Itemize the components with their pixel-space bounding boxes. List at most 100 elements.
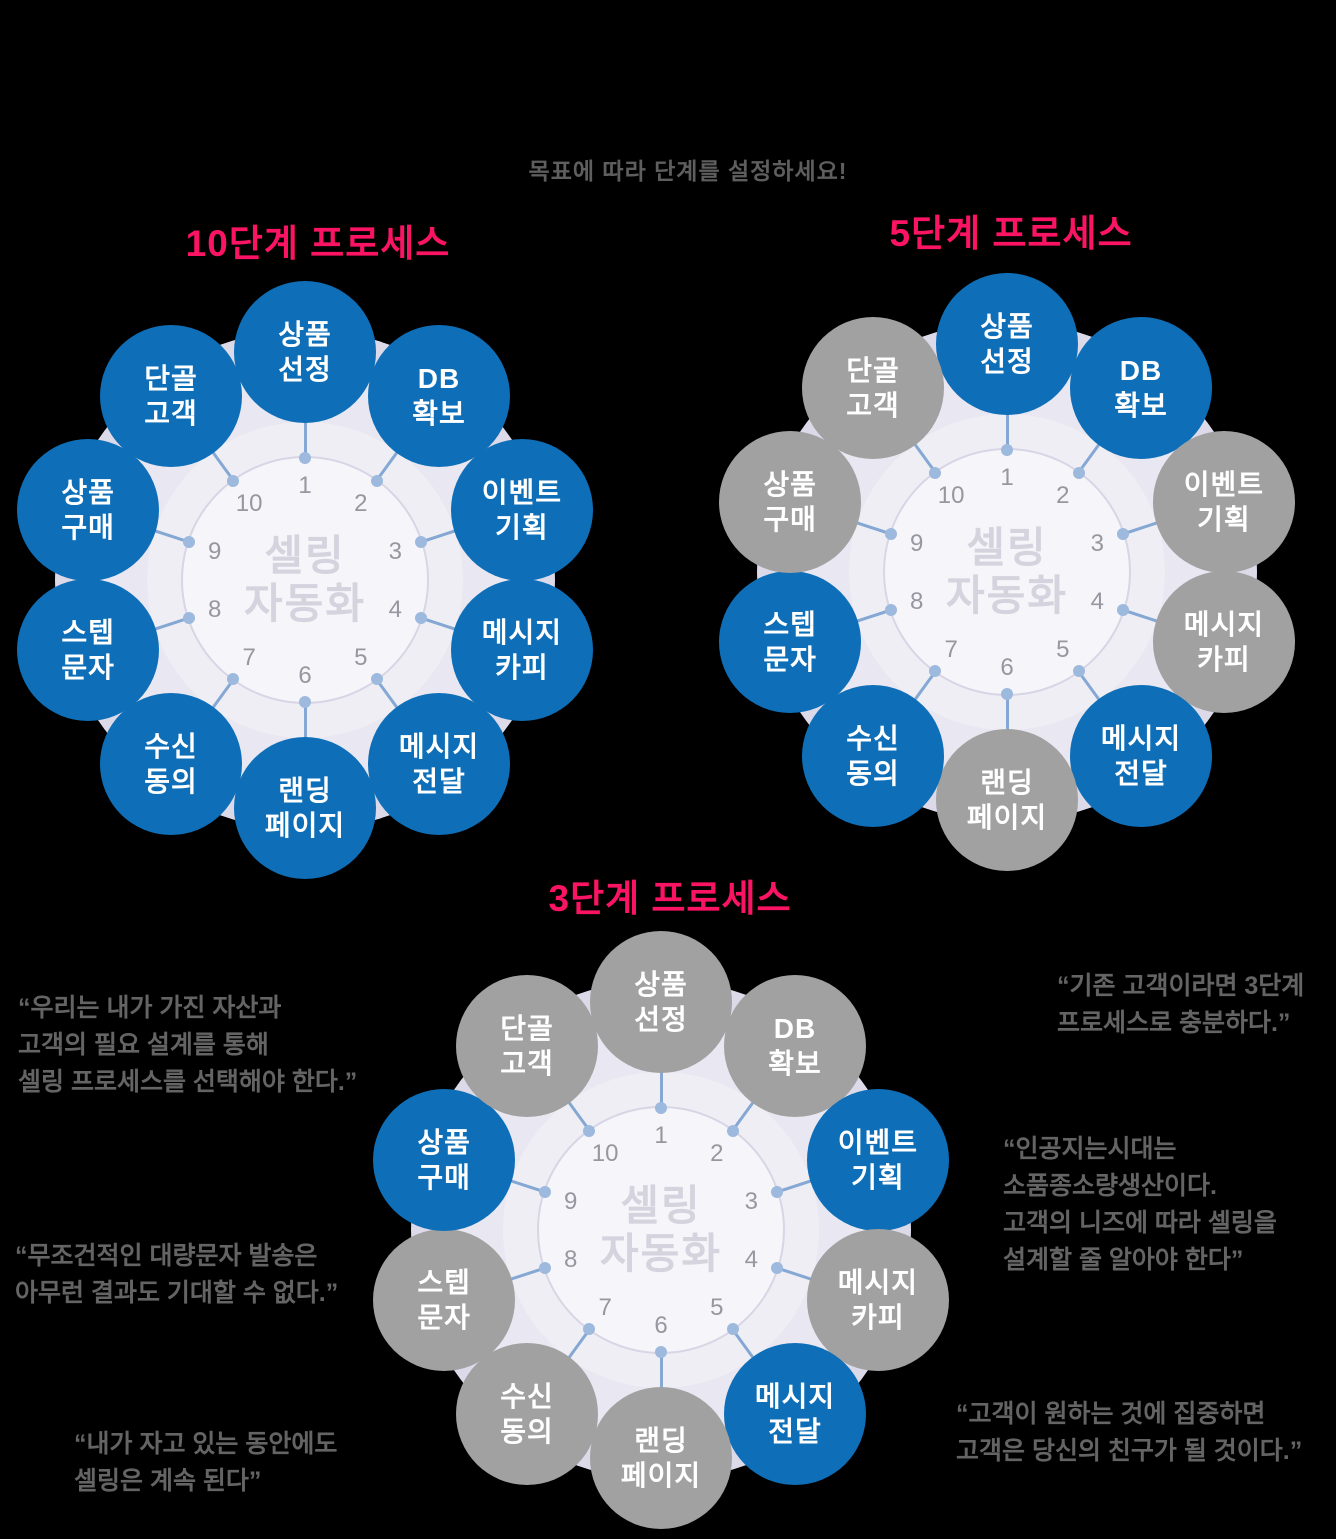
step-node: 랜딩 페이지 [936, 729, 1078, 871]
quote-line: “고객이 원하는 것에 집중하면 [956, 1400, 1266, 1428]
step-node-label-line: 전달 [412, 766, 466, 798]
step-node-label-line: 구매 [417, 1161, 471, 1193]
hub-label-line: 자동화 [946, 572, 1068, 619]
connector-dot [182, 611, 195, 624]
quote-line: “내가 자고 있는 동안에도 [74, 1430, 338, 1458]
quote-text: “기존 고객이라면 3단계 프로세스로 충분하다.” [1057, 968, 1304, 1042]
hub-label-line: 셀링 [620, 1182, 702, 1229]
step-node-label-line: 이벤트 [1183, 468, 1264, 500]
step-number: 1 [654, 1122, 668, 1149]
step-number: 9 [207, 537, 222, 565]
step-node-label-line: 메시지 [398, 731, 480, 763]
step-number: 4 [744, 1246, 759, 1274]
step-node-label: 단골 고객 [500, 1011, 554, 1081]
hub-label: 셀링 자동화 [244, 532, 366, 628]
quote-line: 고객은 당신의 친구가 될 것이다.” [956, 1437, 1303, 1465]
step-node-label-line: 랜딩 [634, 1425, 688, 1456]
connector-dot [415, 536, 428, 549]
step-node: 수신 동의 [455, 1343, 598, 1486]
step-node-label-line: 구매 [763, 503, 817, 535]
step-node-label: 랜딩 페이지 [265, 773, 345, 843]
step-node: 이벤트 기획 [806, 1088, 949, 1231]
step-node-label-line: 카피 [851, 1302, 905, 1334]
hub-label-line: 셀링 [264, 532, 346, 579]
connector-dot [771, 1186, 784, 1199]
step-number: 6 [654, 1312, 668, 1339]
quote-line: “무조건적인 대량문자 발송은 [15, 1242, 318, 1270]
connector-dot [538, 1186, 551, 1199]
step-node-label: 랜딩 페이지 [967, 765, 1047, 835]
step-number: 4 [1090, 588, 1105, 616]
instruction-text: 목표에 따라 단계를 설정하세요! [528, 158, 848, 184]
connector-dot [884, 603, 897, 616]
step-number: 3 [744, 1187, 759, 1215]
step-node: 스텝 문자 [373, 1229, 516, 1372]
step-node-label-line: 구매 [61, 511, 115, 543]
step-node: 메시지 카피 [1152, 571, 1295, 714]
diagram-title-10step: 10단계 프로세스 [185, 223, 451, 264]
connector-dot [583, 1322, 596, 1335]
connector-line [303, 702, 307, 754]
step-node-label-line: 확보 [768, 1047, 822, 1079]
step-node-label-line: 상품 [278, 319, 332, 350]
step-number: 6 [298, 662, 312, 689]
step-node-label: DB 확보 [768, 1011, 822, 1081]
step-number: 2 [1056, 482, 1070, 510]
step-number: 8 [909, 588, 924, 616]
step-node-label: 메시지 카피 [482, 615, 562, 685]
step-node-label: 이벤트 기획 [838, 1125, 918, 1195]
hub-label: 셀링 자동화 [946, 524, 1068, 620]
step-node-label: DB 확보 [1114, 353, 1168, 423]
step-node-label-line: 전달 [1114, 758, 1168, 790]
step-node-label-line: 동의 [846, 758, 900, 790]
step-node-label-line: 메시지 [481, 617, 562, 649]
step-node-label-line: 선정 [634, 1004, 688, 1035]
step-node: 메시지 카피 [806, 1229, 949, 1372]
quote-line: 설계할 줄 알아야 한다” [1003, 1246, 1244, 1274]
step-node: 이벤트 기획 [450, 438, 593, 581]
step-number: 2 [710, 1140, 724, 1168]
step-number: 10 [937, 482, 965, 510]
step-node-label: 상품 선정 [980, 309, 1034, 379]
step-node-label-line: 선정 [278, 354, 332, 385]
step-node: 메시지 전달 [368, 693, 510, 836]
step-node: 상품 구매 [719, 430, 862, 573]
step-node-label-line: 단골 [500, 1012, 554, 1044]
step-node-label-line: 이벤트 [481, 476, 562, 508]
step-node-label-line: 스텝 [417, 1267, 471, 1299]
hub-circle [883, 448, 1131, 696]
step-node-label-line: 선정 [980, 346, 1034, 377]
step-node-label: 메시지 전달 [755, 1379, 835, 1449]
connector-dot [884, 528, 897, 541]
quote-line: “기존 고객이라면 3단계 [1057, 972, 1305, 1000]
connector-line [659, 1352, 663, 1404]
step-node-label-line: 단골 [846, 354, 900, 386]
step-node-label: 스텝 문자 [763, 607, 817, 677]
connector-dot [538, 1261, 551, 1274]
step-number: 5 [710, 1293, 724, 1321]
step-number: 5 [1056, 635, 1070, 663]
step-node-label: 수신 동의 [500, 1379, 554, 1449]
step-number: 1 [298, 472, 312, 499]
step-number: 9 [563, 1187, 578, 1215]
step-node: 메시지 카피 [450, 579, 593, 722]
step-node: 단골 고객 [99, 324, 242, 467]
step-node-label: 상품 구매 [417, 1125, 471, 1195]
step-node-label-line: 페이지 [620, 1460, 702, 1491]
step-number: 6 [1000, 654, 1014, 681]
hub-label-line: 셀링 [966, 524, 1048, 571]
step-node: 메시지 전달 [1070, 685, 1212, 828]
step-node: 이벤트 기획 [1152, 430, 1295, 573]
step-number: 1 [1000, 464, 1014, 491]
quote-line: 아무런 결과도 기대할 수 없다.” [15, 1279, 339, 1307]
connector-dot [370, 475, 383, 488]
hub-label-line: 자동화 [244, 580, 366, 627]
step-node-label-line: 페이지 [264, 810, 346, 841]
quote-line: 셀링은 계속 된다” [74, 1467, 262, 1495]
step-node-label-line: 상품 [634, 969, 688, 1000]
connector-dot [1117, 603, 1130, 616]
